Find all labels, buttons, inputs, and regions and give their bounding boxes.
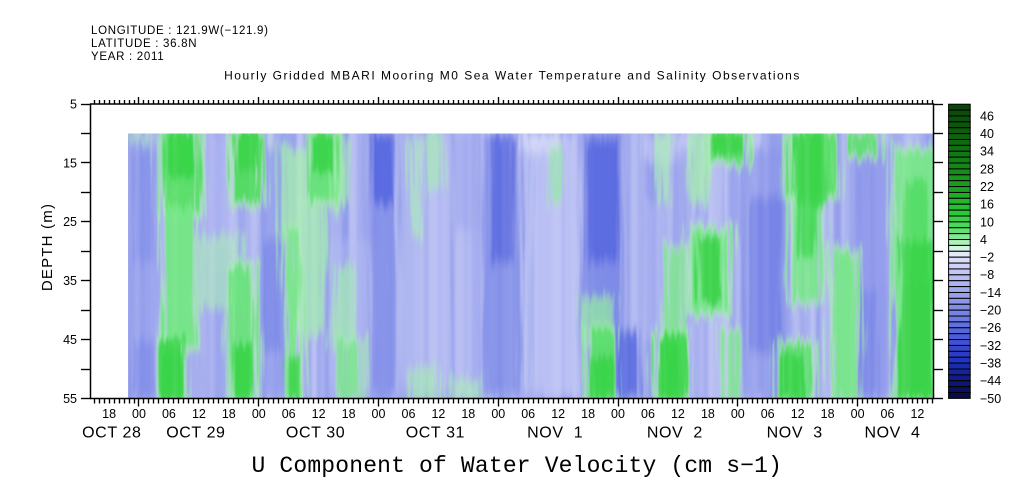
svg-text:−44: −44: [980, 374, 1001, 388]
svg-text:00: 00: [611, 407, 625, 421]
svg-text:16: 16: [980, 198, 994, 212]
svg-text:OCT 31: OCT 31: [406, 425, 465, 442]
svg-text:5: 5: [70, 97, 77, 111]
svg-text:06: 06: [282, 407, 296, 421]
svg-text:−8: −8: [980, 268, 994, 282]
svg-text:06: 06: [162, 407, 176, 421]
svg-text:NOV 3: NOV 3: [767, 425, 823, 442]
svg-text:06: 06: [761, 407, 775, 421]
svg-text:18: 18: [102, 407, 116, 421]
svg-text:12: 12: [431, 407, 445, 421]
svg-text:LATITUDE : 36.8N: LATITUDE : 36.8N: [91, 38, 197, 50]
svg-text:00: 00: [851, 407, 865, 421]
svg-text:28: 28: [980, 162, 994, 176]
svg-text:00: 00: [252, 407, 266, 421]
svg-text:00: 00: [372, 407, 386, 421]
svg-text:18: 18: [342, 407, 356, 421]
svg-text:18: 18: [701, 407, 715, 421]
svg-text:12: 12: [791, 407, 805, 421]
svg-text:OCT 29: OCT 29: [166, 425, 225, 442]
svg-text:NOV 2: NOV 2: [647, 425, 703, 442]
svg-text:22: 22: [980, 180, 994, 194]
svg-text:U Component of Water Velocity: U Component of Water Velocity (cm s−1): [252, 453, 783, 479]
svg-text:−2: −2: [980, 251, 994, 265]
svg-text:DEPTH (m): DEPTH (m): [39, 203, 56, 291]
svg-text:NOV 4: NOV 4: [864, 425, 920, 442]
svg-text:25: 25: [63, 215, 77, 229]
svg-text:−38: −38: [980, 357, 1001, 371]
svg-text:18: 18: [581, 407, 595, 421]
svg-text:−50: −50: [980, 392, 1001, 406]
svg-text:18: 18: [821, 407, 835, 421]
svg-text:06: 06: [402, 407, 416, 421]
svg-text:12: 12: [312, 407, 326, 421]
svg-text:46: 46: [980, 109, 994, 123]
svg-text:12: 12: [910, 407, 924, 421]
svg-text:LONGITUDE : 121.9W(−121.9): LONGITUDE : 121.9W(−121.9): [91, 25, 269, 37]
svg-text:18: 18: [461, 407, 475, 421]
svg-text:NOV 1: NOV 1: [527, 425, 583, 442]
svg-text:40: 40: [980, 127, 994, 141]
svg-text:OCT 28: OCT 28: [82, 425, 141, 442]
svg-text:Hourly Gridded MBARI Mooring M: Hourly Gridded MBARI Mooring M0 Sea Wate…: [224, 69, 801, 83]
svg-text:55: 55: [63, 392, 77, 406]
svg-text:06: 06: [641, 407, 655, 421]
svg-text:12: 12: [671, 407, 685, 421]
svg-text:15: 15: [63, 156, 77, 170]
svg-text:00: 00: [491, 407, 505, 421]
svg-text:45: 45: [63, 333, 77, 347]
svg-text:−14: −14: [980, 286, 1001, 300]
svg-text:34: 34: [980, 145, 994, 159]
svg-text:06: 06: [881, 407, 895, 421]
svg-text:−32: −32: [980, 339, 1001, 353]
svg-text:−20: −20: [980, 304, 1001, 318]
svg-text:4: 4: [980, 233, 987, 247]
svg-text:12: 12: [551, 407, 565, 421]
svg-text:00: 00: [132, 407, 146, 421]
svg-text:OCT 30: OCT 30: [286, 425, 345, 442]
svg-text:−26: −26: [980, 321, 1001, 335]
svg-text:18: 18: [222, 407, 236, 421]
svg-text:35: 35: [63, 274, 77, 288]
svg-text:00: 00: [731, 407, 745, 421]
svg-text:06: 06: [521, 407, 535, 421]
svg-text:10: 10: [980, 215, 994, 229]
svg-text:12: 12: [192, 407, 206, 421]
svg-text:YEAR : 2011: YEAR : 2011: [91, 51, 164, 63]
